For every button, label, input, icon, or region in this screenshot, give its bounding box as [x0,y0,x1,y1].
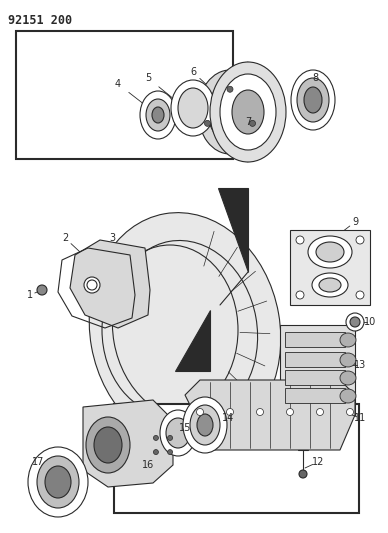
Ellipse shape [308,236,352,268]
Circle shape [356,236,364,244]
Text: 10: 10 [364,317,376,327]
Polygon shape [185,380,355,450]
Text: 6: 6 [190,67,196,77]
Ellipse shape [146,99,170,131]
Text: 5: 5 [145,73,151,83]
Circle shape [350,317,360,327]
Circle shape [356,291,364,299]
Ellipse shape [171,80,215,136]
Circle shape [249,120,256,126]
Ellipse shape [312,273,348,297]
Ellipse shape [89,213,281,447]
Text: 92151 200: 92151 200 [8,14,72,27]
Ellipse shape [37,456,79,508]
Polygon shape [83,400,173,487]
Circle shape [153,435,158,440]
Ellipse shape [340,389,356,403]
Text: 2: 2 [62,233,68,243]
Ellipse shape [208,82,252,142]
Circle shape [37,285,47,295]
Circle shape [317,408,324,416]
Ellipse shape [297,78,329,122]
Ellipse shape [152,107,164,123]
Polygon shape [175,310,210,371]
Polygon shape [218,188,248,272]
Bar [280,325,355,415]
Circle shape [296,236,304,244]
Bar [285,388,345,403]
Ellipse shape [319,278,341,292]
Circle shape [256,408,263,416]
Ellipse shape [140,91,176,139]
Circle shape [168,435,173,440]
Circle shape [204,120,210,126]
Text: 15: 15 [179,423,191,433]
Text: 17: 17 [32,457,44,467]
Text: 9: 9 [352,217,358,227]
Ellipse shape [45,466,71,498]
Circle shape [286,408,293,416]
Text: 16: 16 [142,460,154,470]
Bar [114,404,359,513]
Bar [285,332,345,347]
Circle shape [84,277,100,293]
Ellipse shape [28,447,88,517]
Ellipse shape [304,87,322,113]
Ellipse shape [340,371,356,385]
Circle shape [153,449,158,455]
Circle shape [296,291,304,299]
Ellipse shape [160,410,196,456]
Polygon shape [70,240,150,328]
Ellipse shape [210,62,286,162]
Ellipse shape [340,353,356,367]
Ellipse shape [232,90,264,134]
Circle shape [227,408,234,416]
Ellipse shape [220,74,276,150]
Bar [16,31,233,159]
Ellipse shape [316,242,344,262]
Ellipse shape [190,405,220,445]
Text: 1: 1 [27,290,33,300]
Circle shape [346,313,364,331]
Ellipse shape [94,427,122,463]
Text: 11: 11 [354,413,366,423]
Bar [285,352,345,367]
Text: 7: 7 [245,117,251,127]
Text: 4: 4 [115,79,121,89]
Circle shape [196,408,203,416]
Ellipse shape [340,333,356,347]
Circle shape [227,86,233,92]
Circle shape [299,470,307,478]
Ellipse shape [178,88,208,128]
Circle shape [168,449,173,455]
Circle shape [346,408,353,416]
Ellipse shape [183,397,227,453]
Text: 13: 13 [354,360,366,370]
Ellipse shape [197,414,213,436]
Text: 12: 12 [312,457,324,467]
Text: 3: 3 [109,233,115,243]
Ellipse shape [166,418,190,448]
Ellipse shape [198,70,262,154]
Bar [285,370,345,385]
Ellipse shape [86,417,130,473]
Text: 8: 8 [312,73,318,83]
Text: 14: 14 [222,413,234,423]
Ellipse shape [291,70,335,130]
Bar [290,230,370,305]
